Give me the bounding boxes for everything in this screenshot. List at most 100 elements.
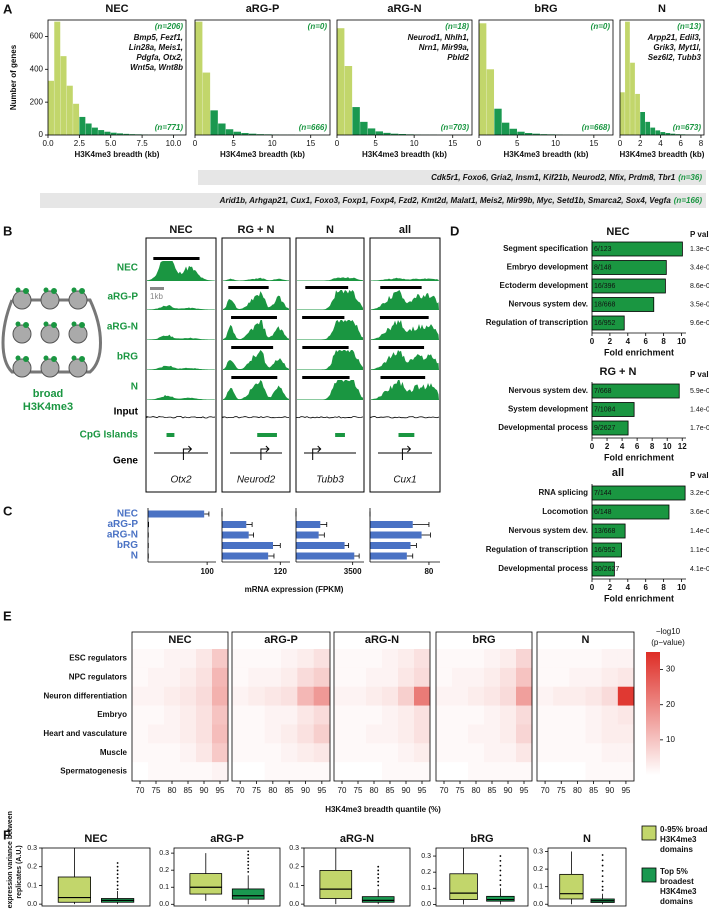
signal-track	[147, 365, 215, 370]
gene-name: Tubb3	[316, 475, 344, 486]
bar	[370, 542, 411, 549]
heatmap-cell	[452, 667, 469, 688]
domain-call	[305, 286, 349, 289]
y-tick-label: 0.3	[533, 848, 543, 855]
x-axis-label: H3K4me3 breadth (kb)	[75, 150, 160, 159]
x-tick-label: 5	[373, 139, 378, 148]
outlier	[499, 869, 502, 872]
histogram-bar	[344, 66, 353, 135]
box	[559, 873, 584, 900]
heatmap-cell	[281, 762, 298, 782]
plot-frame	[619, 19, 705, 136]
outlier	[247, 860, 250, 863]
x-axis-label: Fold enrichment	[604, 593, 674, 603]
histogram-bar	[501, 122, 510, 135]
x-tick-label: 0	[477, 139, 482, 148]
legend-swatch	[641, 825, 657, 841]
x-tick-label: 75	[456, 786, 465, 795]
heatmap-cell	[366, 762, 383, 782]
domain-call	[228, 286, 269, 289]
heatmap-cell	[366, 705, 383, 725]
heatmap-cell	[366, 724, 383, 744]
heatmap-cell	[398, 762, 415, 782]
plot-frame	[333, 631, 431, 782]
histone-mark	[23, 288, 29, 294]
heatmap-cell	[297, 762, 314, 782]
heatmap-cell	[617, 649, 635, 669]
x-tick-label: 70	[338, 786, 347, 795]
heatmap-cell	[382, 649, 399, 669]
histogram-bar	[337, 28, 345, 135]
facet-title: N	[658, 3, 666, 15]
heatmap-cell	[500, 686, 517, 706]
heatmap-cell	[297, 649, 314, 669]
heatmap-cell	[382, 724, 399, 744]
facet-title: aRG-P	[246, 3, 280, 15]
outlier	[116, 873, 119, 876]
y-tick-label: 0.3	[289, 845, 299, 852]
histogram-bar	[79, 116, 86, 135]
heatmap-cell	[164, 667, 181, 688]
facet-title: NEC	[168, 634, 191, 646]
heatmap-cell	[264, 743, 282, 763]
x-tick-label: 8	[661, 337, 666, 346]
heatmap-cell	[601, 724, 619, 744]
x-tick-label: 75	[252, 786, 261, 795]
heatmap-cell	[414, 762, 431, 782]
heatmap-cell	[516, 762, 533, 782]
facet-title: aRG-N	[387, 3, 421, 15]
histogram-bar	[675, 134, 681, 135]
histogram-bar	[48, 80, 54, 135]
facet-title: aRG-P	[264, 634, 298, 646]
y-tick-label: 0.1	[421, 885, 431, 892]
category-label: NEC	[117, 509, 138, 520]
histogram-bar	[110, 132, 117, 135]
x-tick-label: 90	[200, 786, 209, 795]
outlier	[377, 877, 380, 879]
domain-call	[231, 346, 274, 349]
x-axis-label: Fold enrichment	[604, 347, 674, 357]
histogram-bar	[104, 131, 111, 135]
panel-label: A	[3, 1, 13, 16]
row-label: Muscle	[100, 748, 128, 757]
histogram-bar	[98, 130, 105, 135]
histogram-bar	[620, 92, 625, 135]
histogram-bar	[540, 134, 548, 135]
histogram-bar	[650, 127, 656, 135]
x-tick-label: 120	[274, 567, 288, 576]
heatmap-cell	[537, 667, 554, 688]
plot-frame	[435, 631, 533, 782]
heatmap-cell	[132, 667, 149, 688]
p-value: 3.2e-03	[690, 490, 709, 497]
histogram-bar	[398, 134, 407, 135]
histone-mark	[43, 287, 49, 293]
category-label: Regulation of transcription	[486, 545, 588, 554]
bar	[296, 521, 321, 528]
x-axis-label: mRNA expression (FPKM)	[245, 585, 344, 594]
y-axis-label: Scaled expression variance between	[7, 811, 14, 909]
heatmap-cell	[617, 762, 635, 782]
column-header: P value	[690, 230, 709, 239]
heatmap-cell	[452, 705, 469, 725]
facet-title: N	[582, 634, 590, 646]
x-tick-label: 80	[268, 786, 277, 795]
bar-label: 7/1084	[594, 406, 616, 413]
x-tick-label: 0	[618, 139, 623, 148]
heatmap-cell	[537, 724, 554, 744]
chromatin-fiber	[1, 298, 102, 374]
legend-label: Top 5% broadest H3K4me3 domains	[660, 867, 697, 906]
histone-mark	[51, 288, 57, 294]
bar-label: 13/668	[594, 528, 616, 535]
heatmap-cell	[334, 743, 351, 763]
colorbar-title: (p−value)	[651, 638, 685, 647]
heatmap-cell	[164, 762, 181, 782]
box	[57, 876, 92, 903]
x-tick-label: 0	[590, 337, 595, 346]
heatmap-cell	[350, 762, 367, 782]
heatmap-cell	[537, 705, 554, 725]
outlier	[377, 873, 380, 876]
heatmap-cell	[212, 649, 229, 669]
x-tick-label: 90	[504, 786, 513, 795]
p-value: 1.1e-02	[690, 547, 709, 554]
plot-frame	[435, 847, 529, 907]
